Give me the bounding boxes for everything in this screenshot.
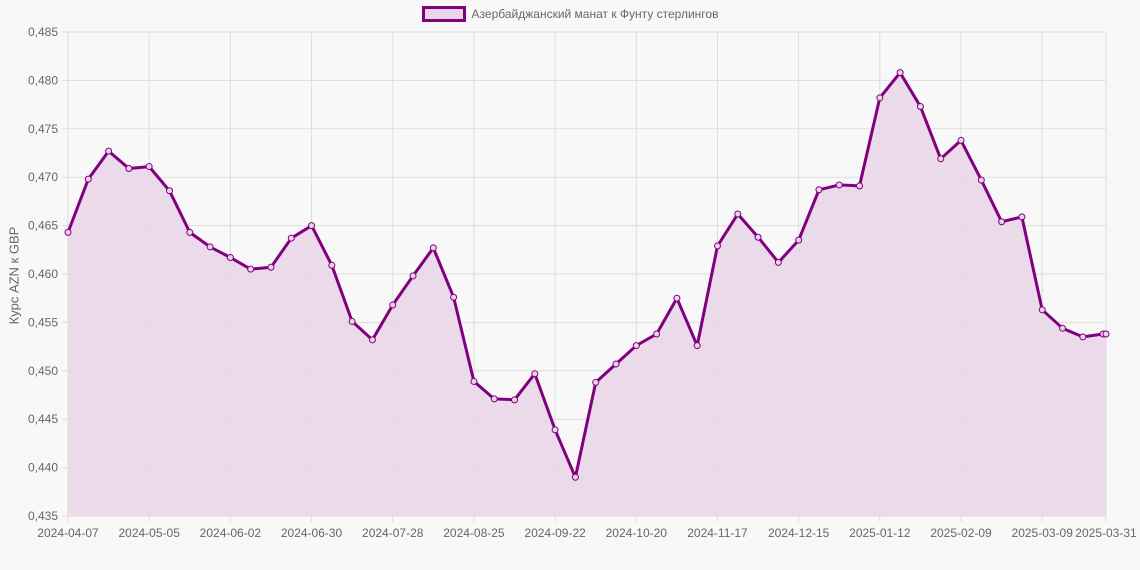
x-tick-label: 2024-09-22 (524, 526, 586, 540)
data-point[interactable] (165, 187, 173, 195)
x-tick-label: 2024-12-15 (768, 526, 830, 540)
x-tick-label: 2025-02-09 (930, 526, 992, 540)
data-point[interactable] (734, 210, 742, 218)
data-point[interactable] (998, 218, 1006, 226)
data-point[interactable] (713, 242, 721, 250)
data-point[interactable] (632, 342, 640, 350)
data-point[interactable] (937, 155, 945, 163)
x-tick-label: 2025-03-31 (1075, 526, 1137, 540)
data-point[interactable] (835, 181, 843, 189)
data-point[interactable] (328, 261, 336, 269)
y-tick-label: 0,470 (28, 170, 58, 184)
data-point[interactable] (916, 103, 924, 111)
data-point[interactable] (673, 294, 681, 302)
y-tick-label: 0,480 (28, 73, 58, 87)
data-point[interactable] (571, 473, 579, 481)
data-point[interactable] (206, 243, 214, 251)
x-tick-label: 2024-08-25 (443, 526, 505, 540)
data-point[interactable] (977, 176, 985, 184)
data-point[interactable] (1059, 324, 1067, 332)
data-point[interactable] (389, 301, 397, 309)
legend-label: Азербайджанский манат к Фунту стерлингов (471, 7, 719, 21)
data-point[interactable] (693, 342, 701, 350)
data-point[interactable] (551, 426, 559, 434)
data-point[interactable] (368, 336, 376, 344)
data-point[interactable] (795, 236, 803, 244)
y-tick-label: 0,435 (28, 509, 58, 523)
data-point[interactable] (186, 228, 194, 236)
chart-legend[interactable]: Азербайджанский манат к Фунту стерлингов (0, 6, 1140, 22)
data-point[interactable] (247, 265, 255, 273)
y-tick-label: 0,450 (28, 364, 58, 378)
data-point[interactable] (226, 254, 234, 262)
y-tick-label: 0,440 (28, 461, 58, 475)
data-point[interactable] (511, 396, 519, 404)
data-point[interactable] (815, 186, 823, 194)
data-point[interactable] (267, 263, 275, 271)
data-point[interactable] (429, 244, 437, 252)
data-point[interactable] (612, 360, 620, 368)
y-tick-label: 0,465 (28, 219, 58, 233)
x-tick-label: 2024-07-28 (362, 526, 424, 540)
data-point[interactable] (145, 163, 153, 171)
y-tick-label: 0,445 (28, 412, 58, 426)
x-tick-label: 2024-06-02 (200, 526, 262, 540)
data-point[interactable] (308, 222, 316, 230)
data-point[interactable] (287, 234, 295, 242)
data-point[interactable] (592, 378, 600, 386)
data-point[interactable] (125, 164, 133, 172)
data-point[interactable] (84, 175, 92, 183)
data-point[interactable] (1102, 330, 1110, 338)
series-area-fill (68, 72, 1106, 516)
data-point[interactable] (490, 395, 498, 403)
data-point[interactable] (1038, 306, 1046, 314)
x-tick-label: 2024-06-30 (281, 526, 343, 540)
data-points[interactable] (64, 69, 1110, 481)
x-tick-label: 2025-03-09 (1012, 526, 1074, 540)
data-point[interactable] (64, 228, 72, 236)
data-point[interactable] (876, 94, 884, 102)
x-tick-label: 2024-11-17 (687, 526, 748, 540)
data-point[interactable] (754, 233, 762, 241)
data-point[interactable] (105, 147, 113, 155)
x-axis: 2024-04-07 2024-05-05 2024-06-02 2024-06-30… (37, 526, 1137, 540)
y-tick-label: 0,455 (28, 315, 58, 329)
legend-swatch[interactable] (421, 6, 466, 22)
data-point[interactable] (653, 330, 661, 338)
x-tick-label: 2024-05-05 (118, 526, 180, 540)
data-point[interactable] (1018, 213, 1026, 221)
y-tick-label: 0,460 (28, 267, 58, 281)
data-point[interactable] (896, 69, 904, 77)
data-point[interactable] (348, 317, 356, 325)
data-point[interactable] (531, 370, 539, 378)
x-tick-label: 2024-04-07 (37, 526, 99, 540)
data-point[interactable] (1079, 333, 1087, 341)
data-point[interactable] (470, 377, 478, 385)
data-point[interactable] (774, 258, 782, 266)
x-tick-label: 2024-10-20 (606, 526, 668, 540)
data-point[interactable] (409, 272, 417, 280)
y-tick-label: 0,485 (28, 25, 58, 39)
data-point[interactable] (856, 182, 864, 190)
x-tick-label: 2025-01-12 (849, 526, 911, 540)
y-axis: 0,485 0,480 0,475 0,470 0,465 0,460 0,455 0,450… (28, 25, 58, 523)
data-point[interactable] (957, 136, 965, 144)
data-point[interactable] (450, 293, 458, 301)
y-tick-label: 0,475 (28, 122, 58, 136)
